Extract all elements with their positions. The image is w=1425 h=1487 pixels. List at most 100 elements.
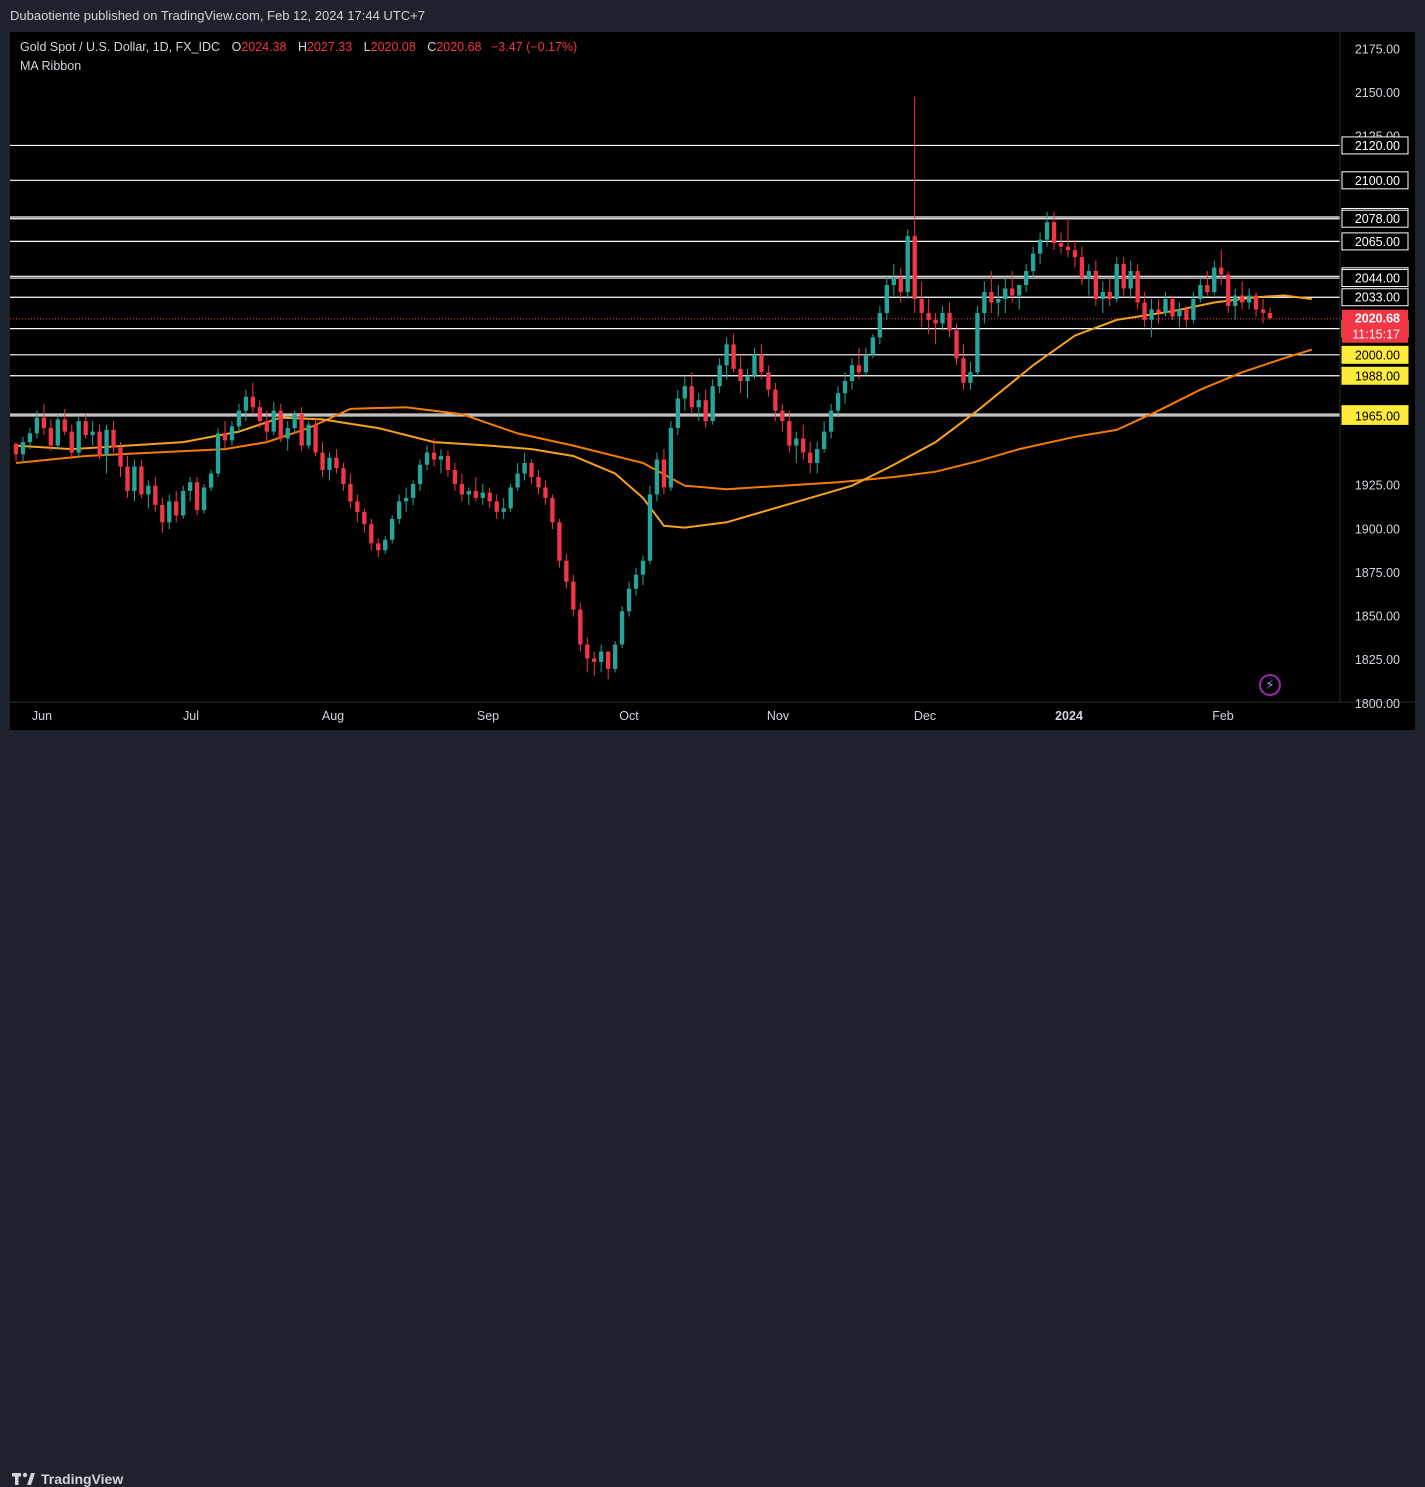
candle: [327, 452, 332, 481]
candle-body: [48, 428, 53, 446]
candle-body: [369, 524, 374, 544]
candle: [278, 403, 283, 443]
level-price-label: 2100.00: [1341, 171, 1409, 190]
price-chart[interactable]: 2175.002150.002125.001925.001900.001875.…: [0, 0, 1425, 730]
candle: [390, 515, 395, 544]
candle-body: [236, 410, 242, 427]
candle-body: [1212, 267, 1217, 293]
candle-body: [1198, 285, 1203, 299]
candle-body: [362, 511, 367, 525]
candle: [501, 497, 506, 519]
level-price-label: 1965.00: [1341, 406, 1409, 425]
candle-body: [1260, 309, 1266, 313]
candle: [424, 445, 430, 470]
candle: [1017, 285, 1022, 310]
candle-body: [940, 312, 945, 324]
candle: [55, 414, 60, 450]
candle-body: [194, 482, 200, 511]
candle: [1079, 246, 1085, 286]
candle: [208, 469, 214, 491]
candle-body: [376, 543, 381, 551]
candle-body: [891, 278, 896, 286]
candle-body: [585, 644, 590, 659]
level-price-label: 2120.00: [1341, 136, 1409, 155]
candle: [410, 480, 416, 505]
candle-body: [13, 443, 19, 455]
candle: [397, 494, 402, 525]
current-price-box: [1342, 309, 1408, 343]
candle-body: [222, 433, 228, 441]
candle-body: [975, 312, 980, 373]
candle: [417, 459, 423, 491]
candle-body: [118, 447, 123, 467]
candle: [738, 354, 743, 394]
candle: [1260, 298, 1266, 324]
time-tick-label: Feb: [1212, 709, 1234, 723]
candle: [731, 333, 736, 373]
candle-body: [1149, 309, 1154, 320]
candle: [264, 410, 269, 443]
indicator-name[interactable]: MA Ribbon: [20, 59, 82, 73]
candle: [383, 536, 388, 554]
candle-body: [619, 611, 625, 645]
candle: [543, 480, 548, 505]
candle: [1219, 250, 1224, 286]
candle: [877, 305, 883, 345]
candle: [996, 285, 1001, 317]
candle: [612, 641, 618, 673]
level-price-label-box: [1341, 232, 1409, 251]
close-label: C: [427, 40, 437, 54]
published-caption: Dubaotiente published on TradingView.com…: [10, 8, 425, 23]
level-price-label-text: 1965.00: [1355, 409, 1400, 423]
candle-body: [808, 452, 813, 464]
candle: [438, 449, 444, 474]
candle-body: [668, 428, 674, 488]
candle-body: [1226, 274, 1231, 306]
candle: [1100, 281, 1105, 313]
candle: [821, 421, 827, 453]
lightning-icon[interactable]: ⚡: [1259, 674, 1281, 696]
candle-body: [912, 236, 917, 299]
candle: [550, 494, 555, 530]
candle-body: [1030, 253, 1036, 272]
candle-body: [821, 431, 827, 450]
candle-body: [62, 419, 67, 432]
candle: [1030, 246, 1036, 279]
candle: [473, 476, 478, 502]
candle-body: [146, 485, 151, 495]
candle: [571, 574, 576, 617]
symbol-label[interactable]: Gold Spot / U.S. Dollar, 1D, FX_IDC: [20, 40, 221, 54]
candle: [905, 229, 910, 299]
level-price-label-text: 2078.00: [1355, 212, 1400, 226]
candle-body: [271, 410, 276, 432]
candle: [194, 476, 200, 516]
candle: [167, 494, 172, 530]
candle: [1072, 239, 1078, 268]
level-price-label-box: [1341, 136, 1409, 155]
candle: [745, 368, 750, 399]
time-tick-label: Dec: [914, 709, 936, 723]
candle-body: [926, 312, 931, 320]
candle-body: [1239, 295, 1245, 303]
tradingview-brand[interactable]: TradingView: [12, 1471, 123, 1487]
open-label: O: [231, 40, 242, 54]
level-price-label-box: [1341, 288, 1409, 307]
candle-body: [849, 365, 855, 381]
price-tick-label: 1875.00: [1355, 566, 1400, 580]
candle-body: [954, 330, 959, 359]
candle: [215, 428, 221, 477]
candle-body: [557, 522, 562, 561]
candle-body: [898, 278, 903, 293]
level-price-label: 2078.00: [1341, 209, 1409, 228]
candle: [529, 459, 534, 484]
candle: [933, 312, 938, 345]
candle: [34, 410, 40, 439]
candle-body: [410, 483, 416, 498]
candle: [111, 421, 116, 453]
candle: [41, 403, 47, 436]
candle: [229, 421, 235, 446]
candle: [835, 386, 841, 418]
candle-body: [181, 490, 186, 516]
candle: [1010, 271, 1015, 303]
open-value: 2024.38: [241, 40, 287, 54]
